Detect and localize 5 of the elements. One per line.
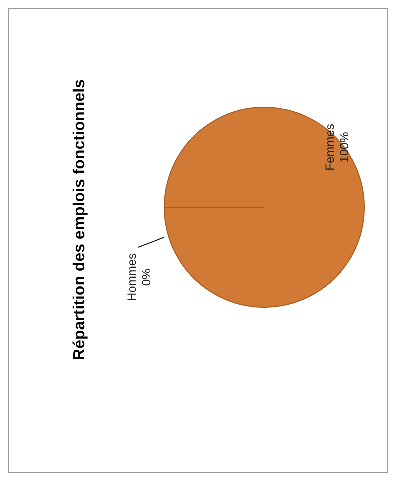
text: 0% (139, 268, 153, 286)
slice-label: Femmes (322, 124, 337, 170)
data-label: 100% (337, 131, 351, 162)
text: Répartition des emplois fonctionnels (71, 78, 89, 362)
category-label: Hommes (124, 252, 139, 302)
